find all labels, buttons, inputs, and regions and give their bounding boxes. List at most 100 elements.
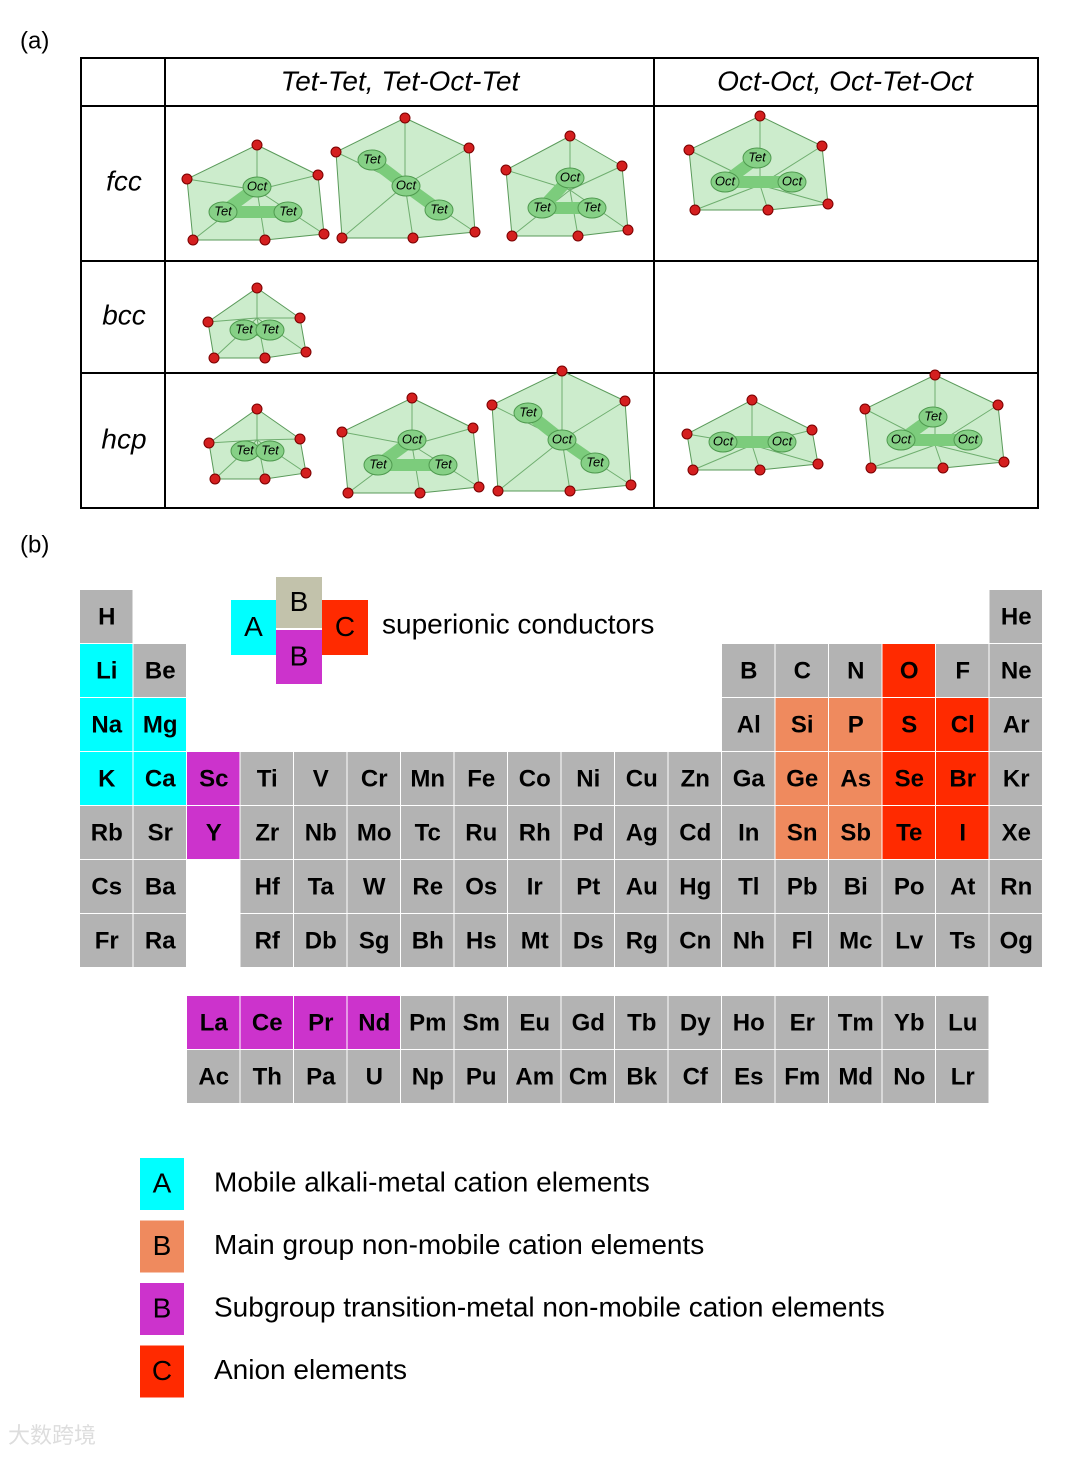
site-label: Oct xyxy=(772,433,794,448)
element-symbol: Ru xyxy=(465,819,497,846)
element-symbol: Cn xyxy=(679,927,711,954)
element-cell xyxy=(80,590,133,643)
element-symbol: Ne xyxy=(1001,657,1032,684)
element-symbol: Ra xyxy=(145,927,176,954)
site-label: Tet xyxy=(279,203,298,218)
atom xyxy=(251,139,263,151)
key-swatch xyxy=(231,600,276,655)
element-cell xyxy=(722,996,775,1049)
legend-text: Main group non-mobile cation elements xyxy=(214,1229,704,1260)
element-symbol: Sc xyxy=(199,765,228,792)
element-symbol: Co xyxy=(519,765,551,792)
element-symbol: Nb xyxy=(305,819,337,846)
element-cell xyxy=(882,860,935,913)
atom xyxy=(746,394,758,406)
element-cell xyxy=(294,914,347,967)
element-cell xyxy=(347,860,400,913)
legend-text: Subgroup transition-metal non-mobile cat… xyxy=(214,1291,885,1322)
element-symbol: Sr xyxy=(148,819,173,846)
element-cell xyxy=(615,752,668,805)
key-swatch xyxy=(276,630,322,684)
element-cell xyxy=(775,644,828,697)
element-cell xyxy=(240,806,293,859)
element-symbol: N xyxy=(847,657,864,684)
site-label: Tet xyxy=(583,199,602,214)
element-symbol: Ni xyxy=(576,765,600,792)
element-cell xyxy=(561,752,614,805)
element-cell xyxy=(133,860,186,913)
element-symbol: Tm xyxy=(838,1009,874,1036)
bond xyxy=(870,444,936,469)
element-cell xyxy=(882,914,935,967)
atom xyxy=(300,346,312,358)
site xyxy=(424,199,454,221)
element-cell xyxy=(347,914,400,967)
element-cell xyxy=(829,914,882,967)
atom xyxy=(187,234,199,246)
element-symbol: Cd xyxy=(679,819,711,846)
element-cell xyxy=(615,996,668,1049)
element-cell xyxy=(668,914,721,967)
element-cell xyxy=(722,1050,775,1103)
element-cell xyxy=(668,752,721,805)
element-cell xyxy=(722,806,775,859)
element-cell xyxy=(347,1050,400,1103)
element-symbol: Cs xyxy=(91,873,122,900)
element-symbol: Sg xyxy=(359,927,390,954)
element-symbol: Db xyxy=(305,927,337,954)
atom xyxy=(687,464,699,476)
element-symbol: Rh xyxy=(519,819,551,846)
element-cell xyxy=(240,752,293,805)
element-symbol: U xyxy=(366,1063,383,1090)
element-cell xyxy=(615,1050,668,1103)
atom xyxy=(294,433,306,445)
element-symbol: Tl xyxy=(738,873,759,900)
element-cell xyxy=(294,752,347,805)
element-symbol: Ho xyxy=(733,1009,765,1036)
polyhedron-cluster: Oct Tet Tet xyxy=(181,139,330,246)
site-label: Tet xyxy=(235,321,254,336)
element-symbol: Zn xyxy=(681,765,710,792)
element-symbol: Be xyxy=(145,657,176,684)
atom xyxy=(572,230,584,242)
element-cell xyxy=(989,590,1042,643)
element-symbol: Am xyxy=(515,1063,554,1090)
atom xyxy=(336,232,348,244)
bond xyxy=(759,184,829,205)
element-cell xyxy=(561,914,614,967)
element-symbol: Ba xyxy=(145,873,176,900)
element-symbol: Th xyxy=(253,1063,282,1090)
element-symbol: At xyxy=(950,873,975,900)
site xyxy=(708,431,738,453)
atom xyxy=(259,234,271,246)
element-symbol: Rf xyxy=(255,927,281,954)
element-cell xyxy=(294,806,347,859)
element-symbol: Ar xyxy=(1003,711,1030,738)
polyhedron-cluster: Oct Oct xyxy=(681,394,824,476)
element-cell xyxy=(722,914,775,967)
element-symbol: Xe xyxy=(1002,819,1031,846)
element-cell xyxy=(508,806,561,859)
element-symbol: H xyxy=(98,603,115,630)
atom xyxy=(414,487,426,499)
atom xyxy=(762,204,774,216)
element-symbol: V xyxy=(313,765,329,792)
element-cell xyxy=(989,914,1042,967)
column-header: Tet-Tet, Tet-Oct-Tet xyxy=(281,65,521,96)
site-label: Oct xyxy=(396,177,418,192)
element-symbol: Pa xyxy=(306,1063,336,1090)
element-symbol: Ta xyxy=(308,873,335,900)
element-symbol: Mc xyxy=(839,927,872,954)
row-header: fcc xyxy=(106,165,142,196)
site xyxy=(547,429,577,451)
element-cell xyxy=(722,644,775,697)
site-label: Oct xyxy=(552,431,574,446)
element-cell xyxy=(829,1050,882,1103)
element-symbol: Os xyxy=(465,873,497,900)
site xyxy=(255,440,285,462)
element-cell xyxy=(668,806,721,859)
element-symbol: Po xyxy=(894,873,925,900)
element-symbol: Rg xyxy=(626,927,658,954)
atom xyxy=(407,232,419,244)
